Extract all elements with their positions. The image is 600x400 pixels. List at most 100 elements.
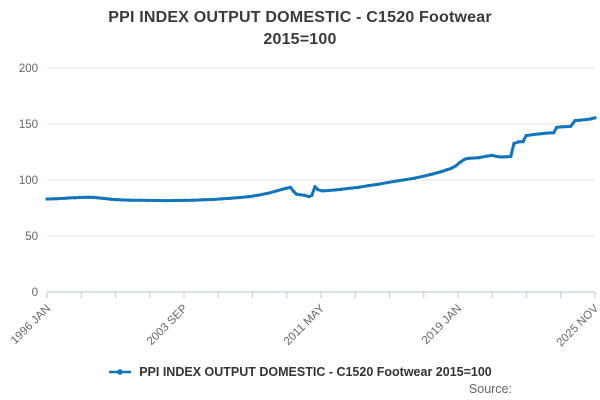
series-point — [284, 186, 288, 190]
x-tick-label: 2003 SEP — [145, 302, 190, 347]
legend-line-marker-icon — [109, 369, 132, 375]
series-point — [82, 195, 86, 199]
series-point — [100, 196, 104, 200]
legend[interactable]: PPI INDEX OUTPUT DOMESTIC - C1520 Footwe… — [0, 362, 600, 382]
series-point — [288, 185, 292, 189]
series-point — [164, 199, 168, 203]
series-point — [192, 198, 196, 202]
series-point — [59, 196, 63, 201]
series-point — [538, 132, 542, 136]
series-point — [366, 184, 371, 188]
series-point — [294, 192, 299, 196]
series-point — [339, 187, 343, 191]
series-point — [146, 198, 150, 202]
series-point — [137, 198, 141, 202]
series-point — [431, 172, 435, 176]
series-point — [174, 198, 178, 203]
series-point — [403, 178, 407, 182]
series-point — [91, 195, 95, 199]
series-point — [376, 182, 380, 186]
series-point — [555, 125, 559, 129]
series-point — [299, 193, 303, 197]
series-point — [509, 154, 513, 159]
series-point — [68, 196, 72, 200]
y-tick-label: 0 — [32, 287, 38, 299]
series-point — [302, 193, 306, 197]
y-tick-label: 150 — [19, 119, 38, 131]
x-tick-label: 1996 JAN — [9, 303, 53, 347]
series-point — [238, 195, 242, 200]
series-point — [578, 118, 582, 122]
series-point — [291, 189, 295, 193]
series-point — [568, 124, 573, 128]
series-point — [454, 164, 458, 168]
series-line — [45, 116, 597, 203]
series-point — [265, 191, 269, 195]
series-point — [275, 189, 279, 193]
series-point — [63, 196, 67, 200]
series-point — [210, 197, 214, 202]
series-point — [247, 195, 251, 199]
series-point — [327, 188, 331, 193]
series-point — [584, 118, 588, 122]
series-point — [449, 166, 453, 170]
series-point — [486, 154, 490, 158]
x-tick-label: 2019 JAN — [420, 303, 464, 347]
series-point — [490, 153, 494, 157]
series-point — [588, 117, 593, 121]
series-point — [516, 140, 521, 144]
series-point — [348, 186, 352, 190]
series-point — [333, 188, 337, 192]
y-tick-label: 200 — [19, 63, 38, 75]
series-point — [412, 176, 416, 180]
series-point — [45, 197, 49, 201]
series-point — [86, 195, 90, 199]
series-point — [316, 188, 320, 192]
series-point — [532, 132, 536, 137]
series-point — [477, 156, 481, 160]
series-point — [320, 189, 325, 193]
x-tick-label: 2011 MAY — [282, 302, 327, 347]
series-point — [313, 185, 317, 189]
series-point — [109, 197, 113, 201]
series-point — [118, 198, 123, 202]
series-point — [444, 168, 449, 172]
series-point — [229, 196, 233, 200]
series-point — [219, 197, 224, 201]
y-tick-label: 50 — [25, 231, 38, 243]
series-point — [500, 155, 504, 159]
series-point — [385, 181, 389, 185]
series-point — [521, 140, 525, 144]
series-point — [128, 198, 132, 202]
series-point — [73, 196, 77, 200]
y-tick-label: 100 — [19, 175, 38, 187]
series-point — [573, 119, 577, 123]
chart-title-line1: PPI INDEX OUTPUT DOMESTIC - C1520 Footwe… — [108, 9, 492, 26]
series-point — [559, 125, 563, 129]
series-point — [495, 154, 499, 159]
series-point — [458, 160, 462, 164]
series-point — [422, 174, 426, 178]
series-point — [504, 155, 508, 159]
series-point — [440, 169, 444, 174]
series-point — [593, 116, 597, 120]
series-point — [544, 131, 548, 135]
series-point — [310, 193, 314, 198]
series-point — [281, 187, 285, 191]
x-tick-label: 2025 NOV — [555, 302, 600, 349]
series-point — [54, 197, 58, 201]
series-point — [394, 179, 398, 183]
series-point — [256, 193, 260, 197]
series-point — [524, 134, 528, 138]
series-point — [512, 141, 516, 146]
series-point — [77, 195, 81, 200]
series-point — [50, 197, 54, 201]
series-point — [105, 197, 109, 201]
series-point — [201, 198, 205, 202]
source-label: Source: — [468, 382, 512, 396]
series-point — [155, 198, 159, 203]
series-point — [95, 196, 100, 200]
chart-title: PPI INDEX OUTPUT DOMESTIC - C1520 Footwe… — [0, 7, 600, 51]
legend-item-label: PPI INDEX OUTPUT DOMESTIC - C1520 Footwe… — [139, 365, 492, 379]
